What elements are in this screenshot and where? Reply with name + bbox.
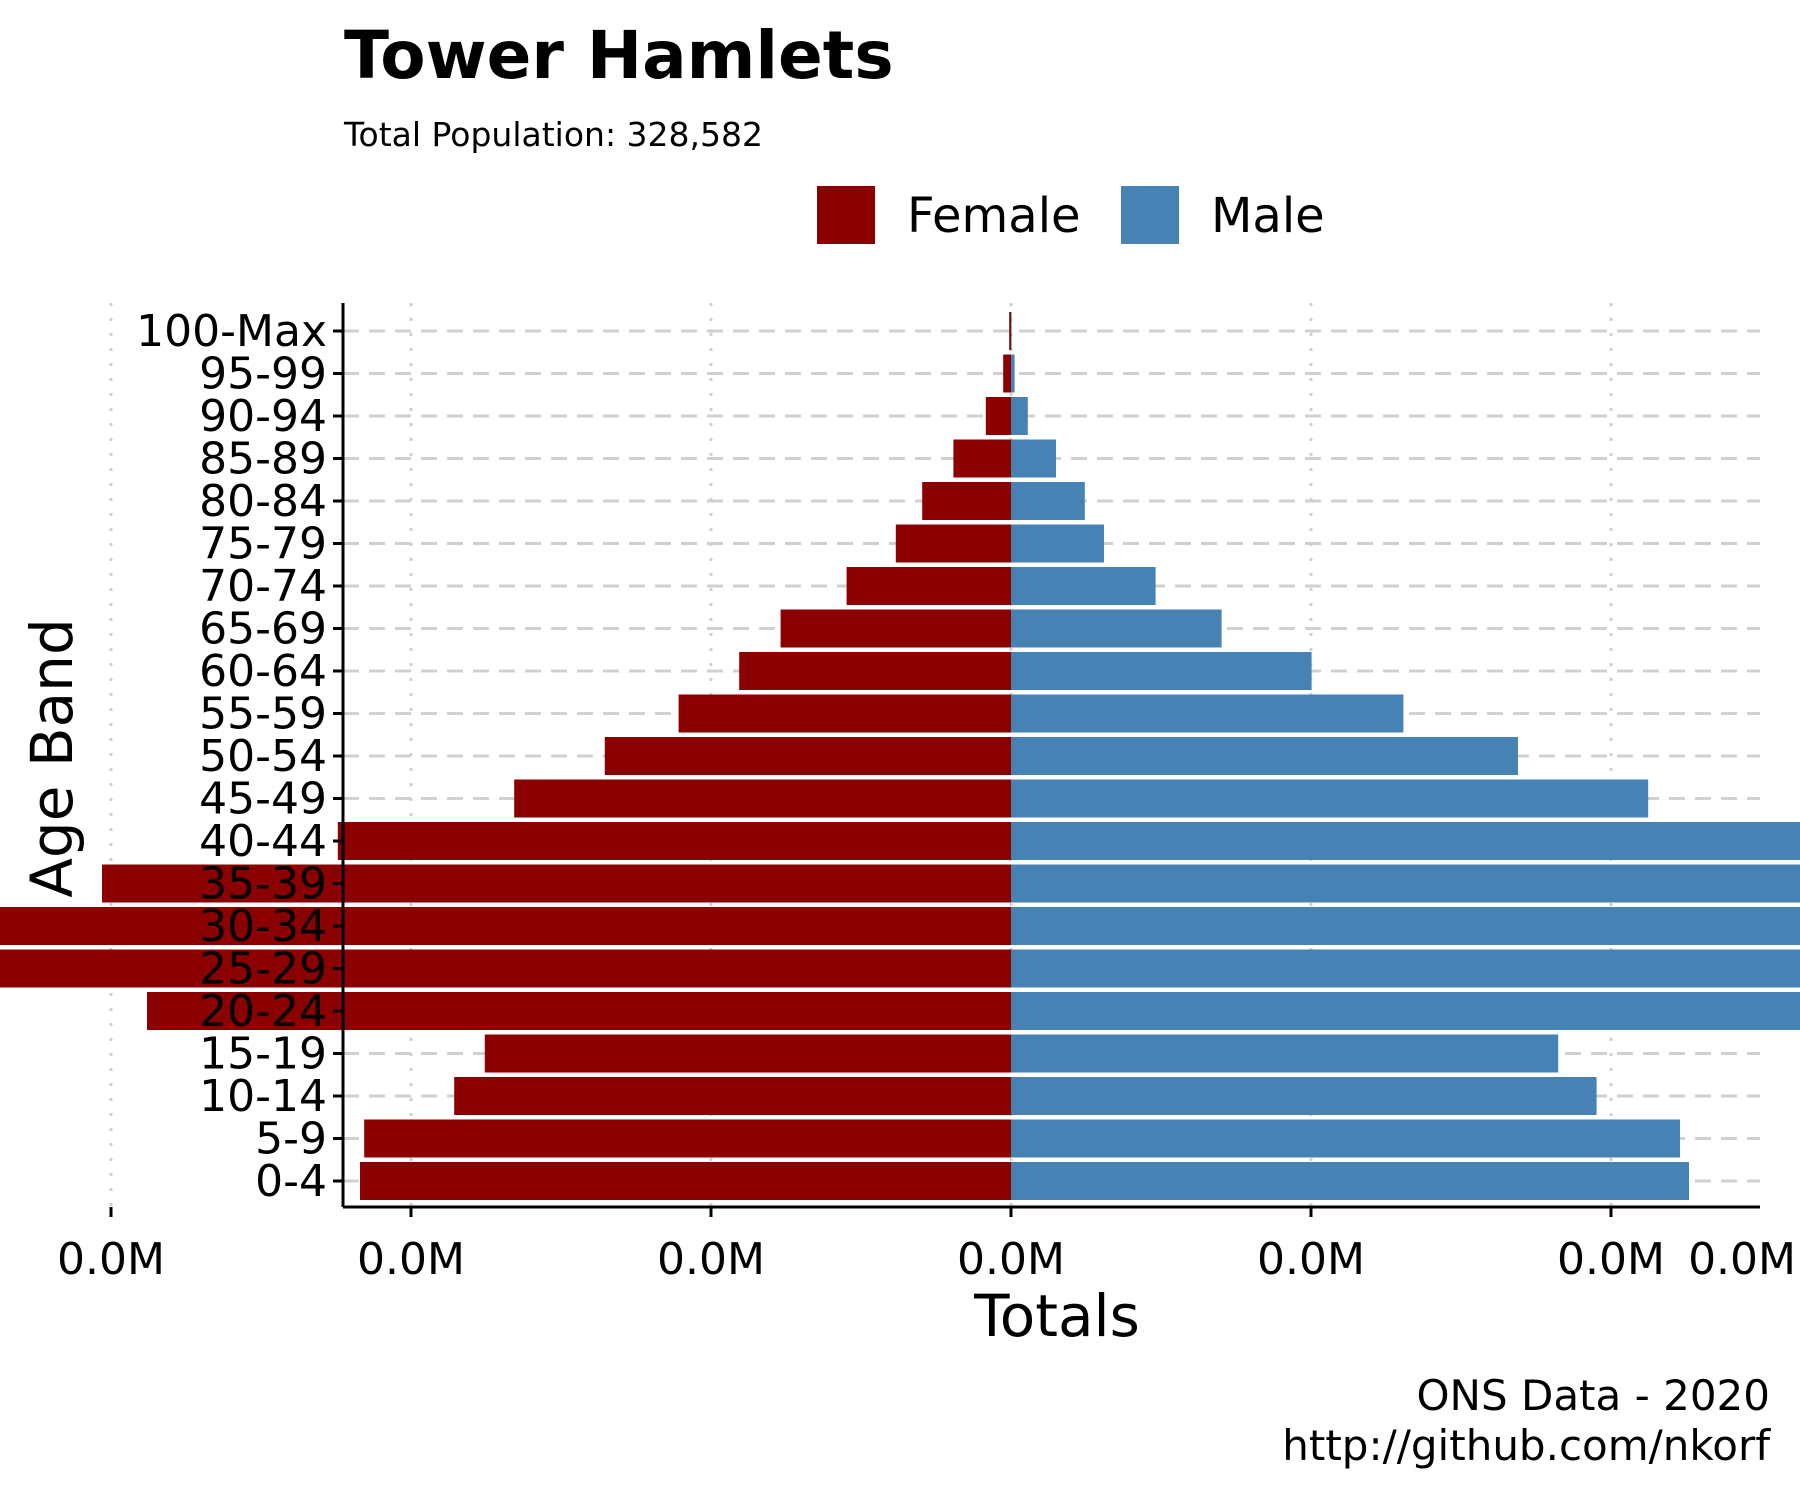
bar-female-70-74 — [846, 567, 1011, 605]
y-axis-title: Age Band — [18, 618, 86, 898]
chart-title: Tower Hamlets — [344, 17, 894, 94]
x-tick-label: 0.0M — [657, 1234, 765, 1285]
bar-female-95-99 — [1003, 354, 1011, 393]
chart-subtitle: Total Population: 328,582 — [343, 115, 763, 154]
bar-male-80-84 — [1011, 482, 1085, 520]
bar-female-60-64 — [739, 652, 1011, 690]
bar-female-20-24 — [147, 992, 1011, 1030]
bar-male-70-74 — [1011, 567, 1156, 605]
bar-female-65-69 — [780, 609, 1011, 648]
y-tick-label: 45-49 — [199, 774, 327, 825]
y-tick-label: 70-74 — [199, 561, 327, 612]
legend: Female Male — [817, 186, 1325, 244]
y-tick-label: 85-89 — [199, 434, 327, 485]
bar-male-95-99 — [1011, 354, 1015, 393]
caption-url: http://github.com/nkorf — [1282, 1421, 1771, 1470]
y-tick-label: 10-14 — [199, 1071, 327, 1122]
y-tick-label: 50-54 — [199, 731, 327, 782]
caption-source: ONS Data - 2020 — [1416, 1371, 1770, 1420]
bar-female-10-14 — [454, 1077, 1011, 1115]
bar-male-90-94 — [1011, 397, 1028, 435]
bar-female-80-84 — [922, 482, 1011, 520]
bar-female-75-79 — [895, 524, 1011, 563]
x-tick-label: 0.0M — [1557, 1234, 1665, 1285]
bar-male-75-79 — [1011, 524, 1104, 563]
bar-female-25-29 — [0, 949, 1011, 988]
y-tick-label: 100-Max — [136, 306, 327, 357]
x-axis-title: Totals — [973, 1282, 1140, 1350]
bar-female-45-49 — [514, 779, 1011, 818]
bar-female-55-59 — [678, 694, 1011, 733]
y-tick-label: 75-79 — [199, 519, 327, 570]
bar-female-5-9 — [364, 1119, 1011, 1158]
y-tick-label: 55-59 — [199, 689, 327, 740]
bar-male-85-89 — [1011, 439, 1056, 478]
y-tick-label: 20-24 — [199, 986, 327, 1037]
y-tick-label: 40-44 — [199, 816, 327, 867]
bar-male-50-54 — [1011, 737, 1518, 775]
bar-male-60-64 — [1011, 652, 1312, 690]
legend-key-male — [1121, 186, 1179, 244]
y-tick-label: 35-39 — [199, 859, 327, 910]
bar-female-0-4 — [360, 1162, 1011, 1200]
x-tick-label: 0.0M — [357, 1234, 465, 1285]
bar-male-100-Max — [1011, 312, 1012, 350]
bar-male-65-69 — [1011, 609, 1222, 648]
bar-female-40-44 — [337, 822, 1011, 860]
bar-female-90-94 — [985, 397, 1011, 435]
bar-male-5-9 — [1011, 1119, 1680, 1158]
bars — [0, 312, 1800, 1200]
y-tick-label: 30-34 — [199, 901, 327, 952]
bar-male-25-29 — [1011, 949, 1800, 988]
bar-female-35-39 — [102, 864, 1011, 903]
bar-male-15-19 — [1011, 1034, 1559, 1073]
y-tick-label: 25-29 — [199, 944, 327, 995]
x-tick-label: 0.0M — [1688, 1234, 1796, 1285]
bar-female-15-19 — [484, 1034, 1011, 1073]
legend-key-female — [817, 186, 875, 244]
bar-male-45-49 — [1011, 779, 1649, 818]
y-tick-label: 0-4 — [255, 1156, 327, 1207]
y-tick-label: 90-94 — [199, 391, 327, 442]
bar-female-85-89 — [953, 439, 1011, 478]
x-tick-label: 0.0M — [57, 1234, 165, 1285]
bar-female-50-54 — [604, 737, 1011, 775]
y-tick-label: 80-84 — [199, 476, 327, 527]
bar-male-55-59 — [1011, 694, 1404, 733]
bar-male-10-14 — [1011, 1077, 1597, 1115]
x-tick-labels: 0.0M0.0M0.0M0.0M0.0M0.0M0.0M0.0M0.0M0.0M — [57, 1234, 1796, 1285]
bar-male-20-24 — [1011, 992, 1800, 1030]
axes — [109, 303, 1760, 1217]
bar-male-0-4 — [1011, 1162, 1689, 1200]
bar-male-40-44 — [1011, 822, 1800, 860]
y-tick-labels: 0-45-910-1415-1920-2425-2930-3435-3940-4… — [136, 306, 327, 1207]
legend-label-female: Female — [907, 188, 1081, 244]
y-tick-label: 60-64 — [199, 646, 327, 697]
y-tick-label: 95-99 — [199, 349, 327, 400]
x-tick-label: 0.0M — [1257, 1234, 1365, 1285]
y-tick-label: 65-69 — [199, 604, 327, 655]
y-tick-label: 5-9 — [255, 1114, 327, 1165]
bar-female-30-34 — [0, 907, 1011, 945]
x-tick-label: 0.0M — [957, 1234, 1065, 1285]
y-tick-label: 15-19 — [199, 1029, 327, 1080]
bar-male-30-34 — [1011, 907, 1800, 945]
bar-male-35-39 — [1011, 864, 1800, 903]
bar-female-100-Max — [1009, 312, 1011, 350]
legend-label-male: Male — [1211, 188, 1325, 244]
